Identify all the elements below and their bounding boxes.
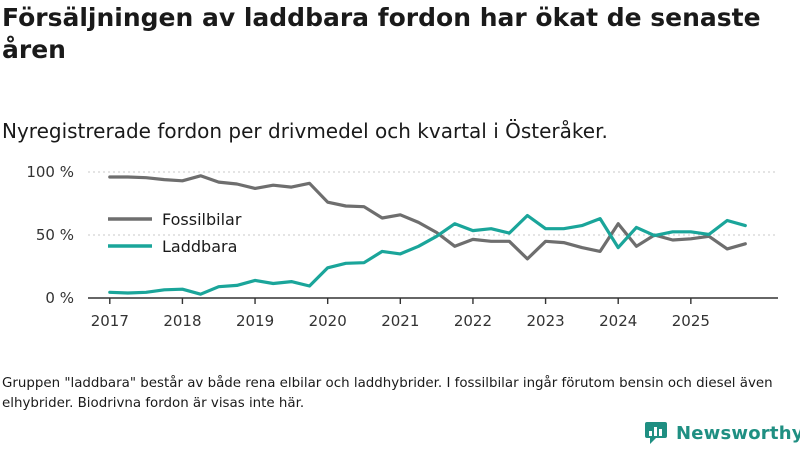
legend-label: Laddbara	[162, 237, 237, 256]
chart-subtitle: Nyregistrerade fordon per drivmedel och …	[2, 119, 608, 143]
series-line-fossilbilar	[108, 174, 747, 261]
x-tick-label: 2022	[454, 312, 492, 330]
brand-name: Newsworthy	[676, 422, 800, 444]
brand: Newsworthy	[644, 420, 800, 446]
y-tick-label: 100 %	[26, 163, 74, 181]
x-tick-label: 2019	[236, 312, 274, 330]
line-chart: 0 % 50 % 100 % 2017 2018 2019 2020 2021 2022 2023…	[26, 163, 778, 330]
series-line-laddbara	[108, 213, 747, 296]
newsworthy-logo-icon	[645, 422, 667, 444]
x-tick-label: 2023	[526, 312, 564, 330]
x-tick-label: 2018	[163, 312, 201, 330]
y-tick-label: 0 %	[45, 289, 74, 307]
x-tick-label: 2025	[672, 312, 710, 330]
chart-title: Försäljningen av laddbara fordon har öka…	[2, 3, 761, 64]
y-tick-label: 50 %	[36, 226, 74, 244]
x-tick-label: 2021	[381, 312, 419, 330]
legend-label: Fossilbilar	[162, 210, 242, 229]
footnote: Gruppen "laddbara" består av både rena e…	[2, 376, 773, 411]
x-tick-label: 2024	[599, 312, 637, 330]
x-tick-label: 2017	[91, 312, 129, 330]
x-tick-label: 2020	[309, 312, 347, 330]
